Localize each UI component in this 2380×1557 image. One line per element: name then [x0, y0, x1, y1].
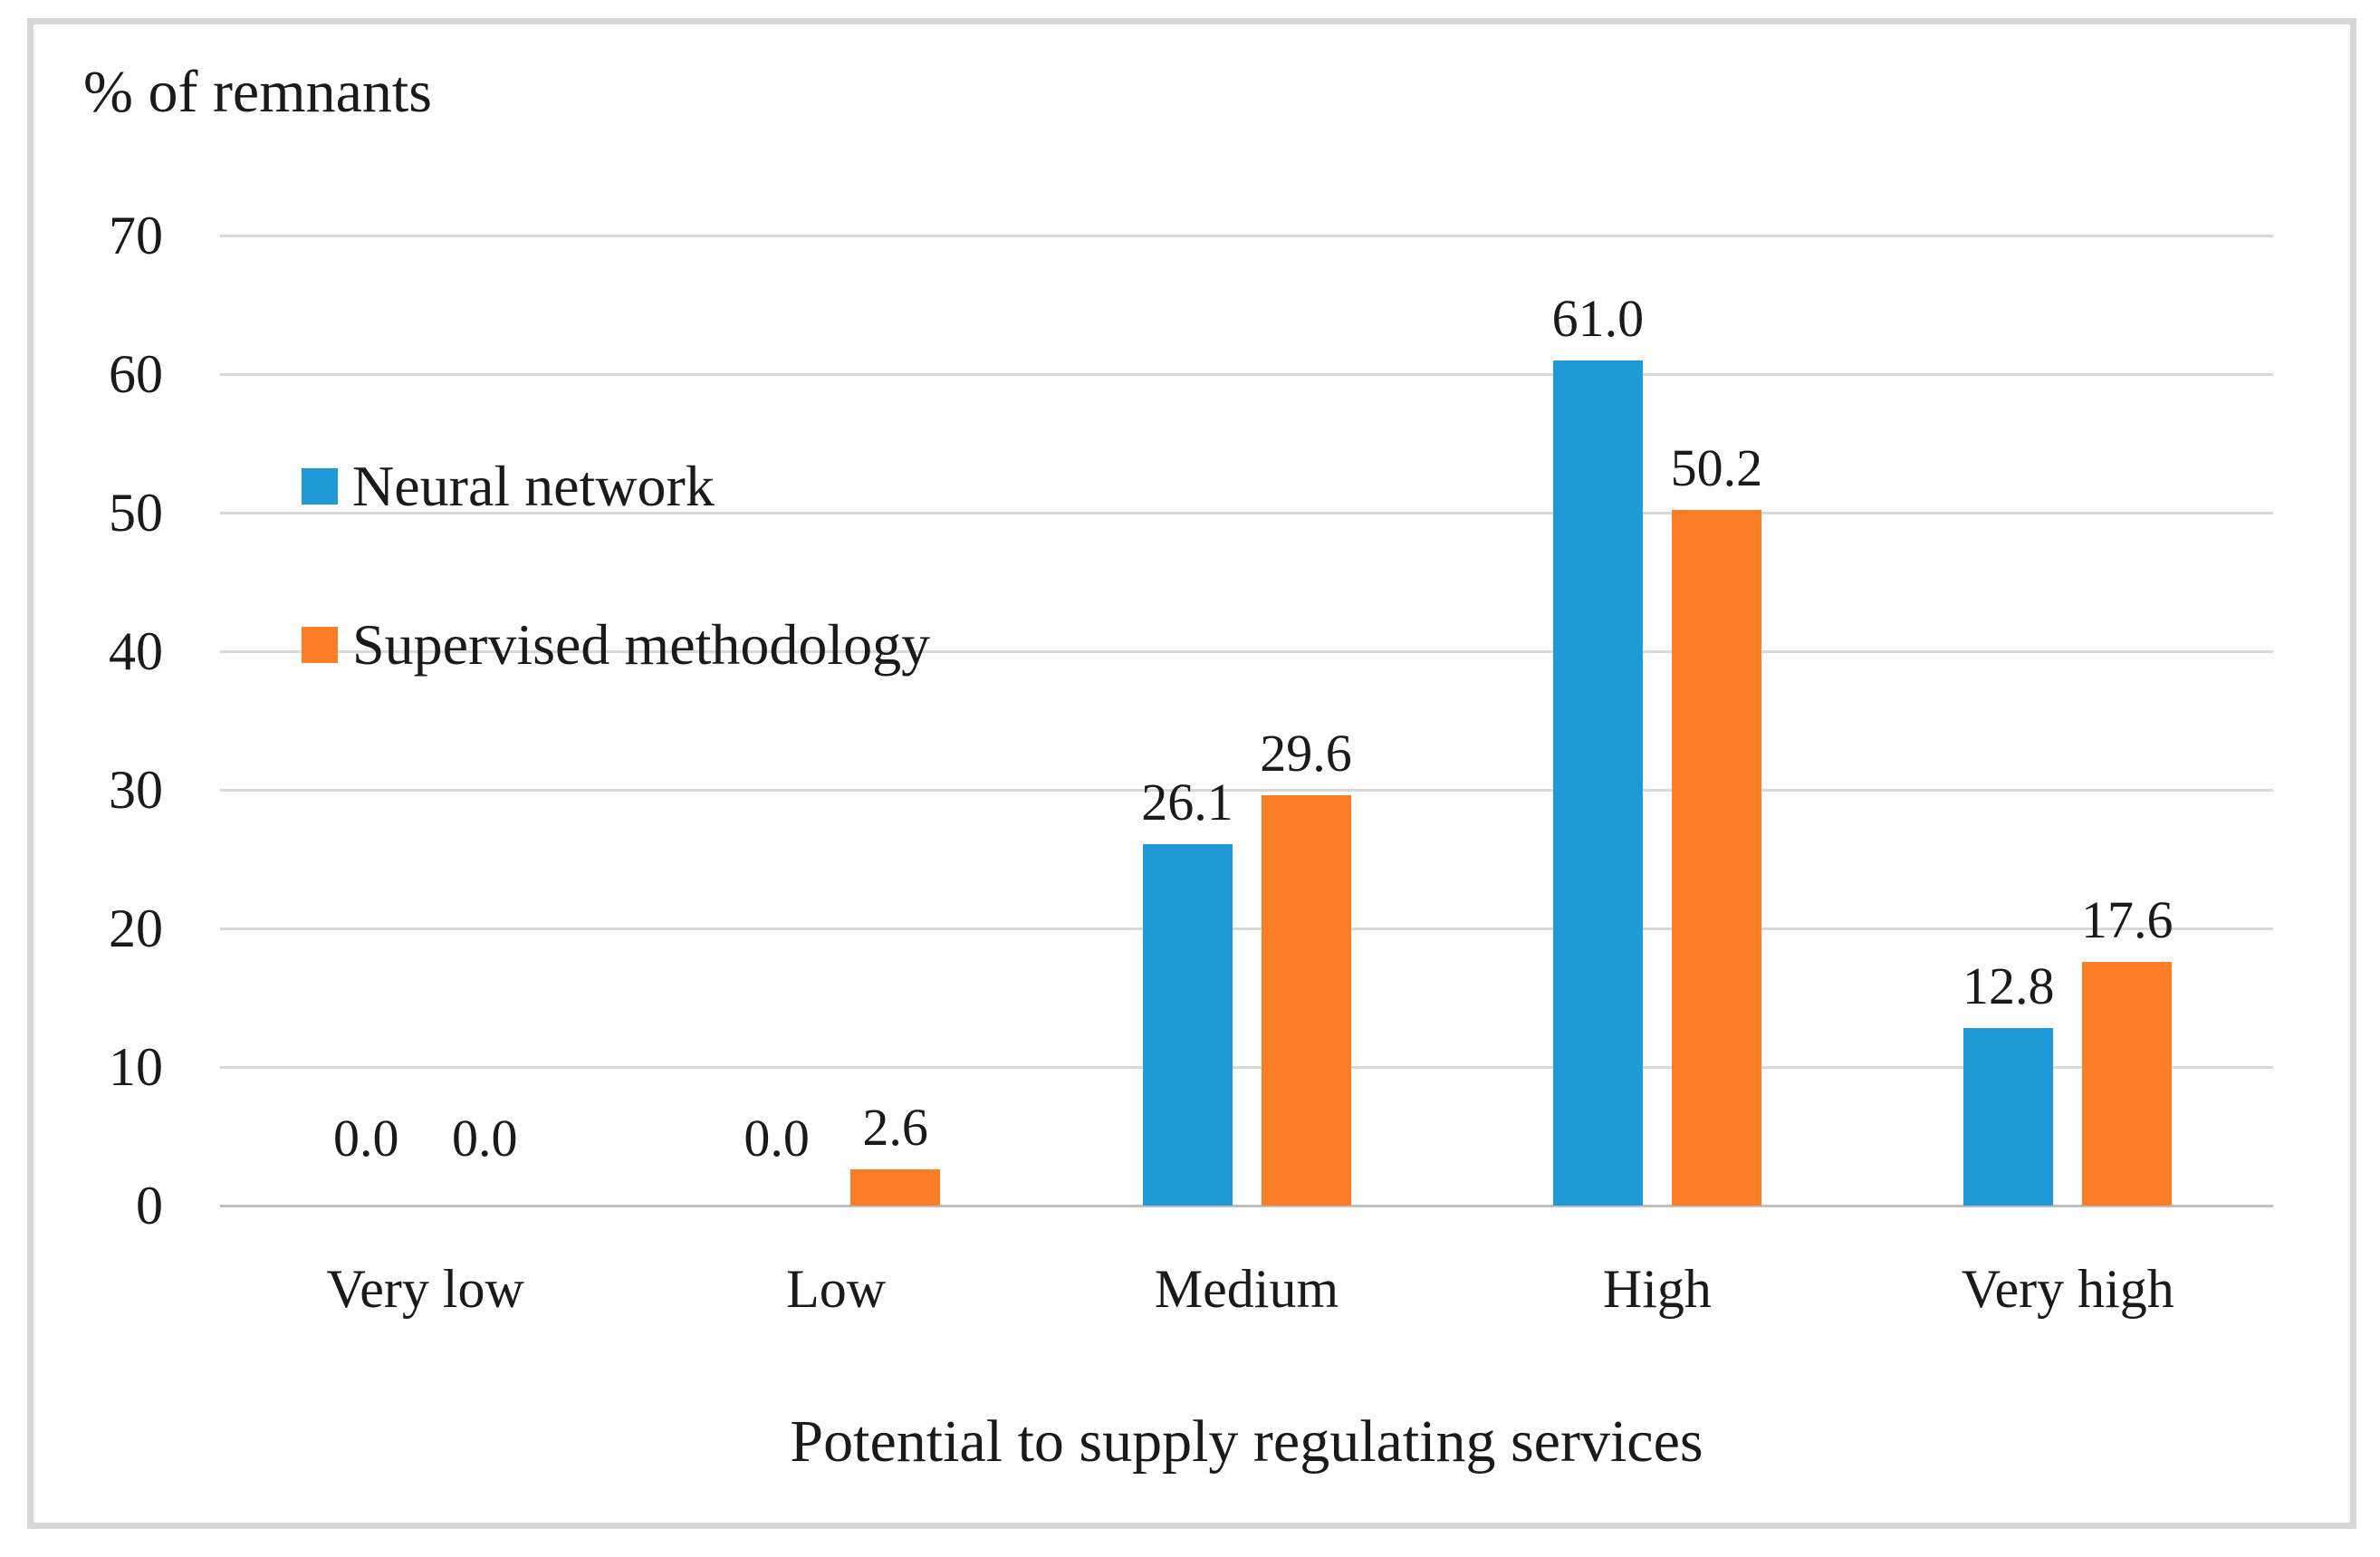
x-category-label-medium: Medium	[1154, 1259, 1339, 1319]
gridline-60	[220, 372, 2273, 376]
plot-area: 0.0 0.0 0.0 2.6 26.1 29.6 61.0 50.2 12.8 17.6	[220, 234, 2273, 1207]
data-label-neural-network-low: 0.0	[744, 1109, 810, 1168]
x-category-label-high: High	[1602, 1259, 1712, 1319]
legend-label-neural-network: Neural network	[352, 454, 715, 518]
legend-label-supervised-methodology: Supervised methodology	[352, 612, 931, 677]
y-tick-label-60: 60	[109, 344, 163, 404]
bar-supervised-methodology-high	[1671, 509, 1761, 1206]
data-label-supervised-methodology-very-high: 17.6	[2081, 889, 2174, 949]
y-tick-label-40: 40	[109, 621, 163, 681]
data-label-supervised-methodology-high: 50.2	[1670, 437, 1763, 497]
gridline-10	[220, 1065, 2273, 1069]
x-category-label-very-high: Very high	[1961, 1259, 2174, 1319]
data-label-neural-network-high: 61.0	[1551, 288, 1645, 348]
y-tick-label-30: 30	[109, 760, 163, 820]
bar-neural-network-very-high	[1963, 1028, 2054, 1206]
data-label-supervised-methodology-very-low: 0.0	[451, 1109, 518, 1168]
bar-supervised-methodology-medium	[1261, 795, 1351, 1206]
x-category-label-low: Low	[786, 1259, 887, 1319]
neural-network-swatch-icon	[302, 468, 338, 505]
legend-item-supervised-methodology: Supervised methodology	[302, 612, 930, 678]
data-label-supervised-methodology-low: 2.6	[862, 1098, 928, 1158]
data-label-neural-network-very-low: 0.0	[332, 1109, 399, 1168]
gridline-0	[220, 1204, 2273, 1207]
gridline-50	[220, 511, 2273, 514]
bar-neural-network-high	[1552, 360, 1643, 1206]
gridline-30	[220, 788, 2273, 792]
bar-neural-network-medium	[1142, 843, 1233, 1206]
y-tick-label-50: 50	[109, 483, 163, 543]
data-label-supervised-methodology-medium: 29.6	[1260, 724, 1352, 783]
x-axis-title: Potential to supply regulating services	[790, 1408, 1703, 1475]
chart-title: % of remnants	[83, 59, 432, 125]
gridline-70	[220, 234, 2273, 237]
x-category-label-very-low: Very low	[326, 1259, 524, 1319]
supervised-methodology-swatch-icon	[302, 627, 338, 663]
bar-supervised-methodology-very-high	[2082, 961, 2173, 1206]
y-tick-label-0: 0	[136, 1176, 163, 1235]
y-tick-label-10: 10	[109, 1037, 163, 1097]
data-label-neural-network-very-high: 12.8	[1963, 956, 2055, 1016]
figure-frame	[27, 18, 2356, 1529]
gridline-20	[220, 927, 2273, 930]
legend-item-neural-network: Neural network	[302, 454, 715, 519]
data-label-neural-network-medium: 26.1	[1141, 772, 1233, 831]
gridline-40	[220, 649, 2273, 653]
y-tick-label-20: 20	[109, 899, 163, 958]
y-tick-label-70: 70	[109, 206, 163, 265]
bar-supervised-methodology-low	[850, 1169, 941, 1206]
